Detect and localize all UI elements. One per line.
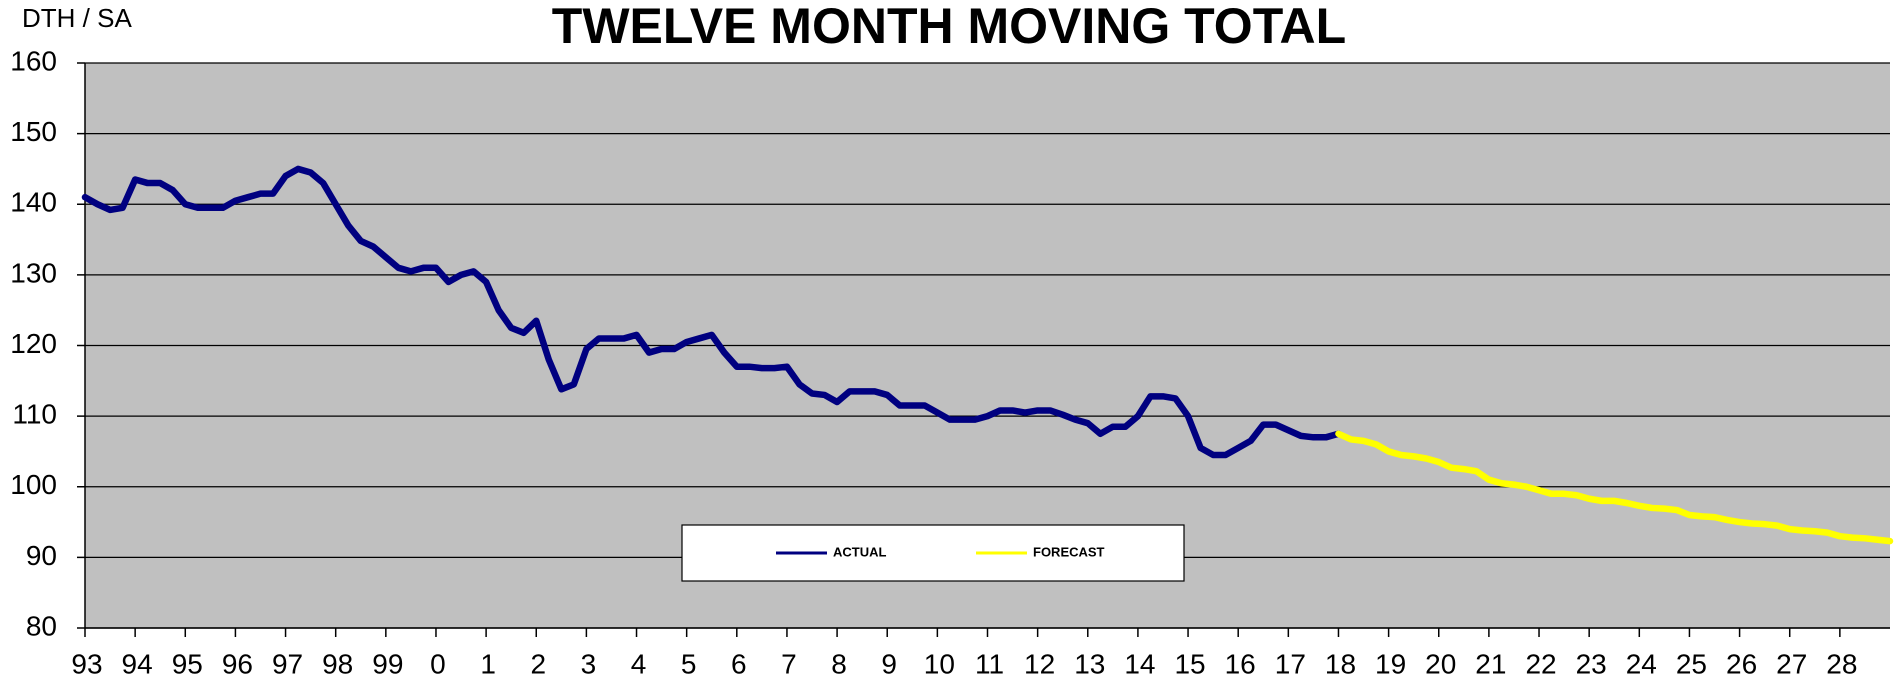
x-tick-label: 19 (1375, 648, 1406, 679)
x-tick-label: 25 (1676, 648, 1707, 679)
x-tick-label: 93 (71, 648, 102, 679)
x-tick-label: 8 (831, 648, 847, 679)
x-tick-label: 22 (1525, 648, 1556, 679)
legend-box (681, 524, 1185, 582)
chart-title: TWELVE MONTH MOVING TOTAL (552, 0, 1346, 54)
y-tick-label: 140 (10, 187, 57, 218)
y-tick-label: 110 (12, 399, 57, 430)
x-tick-label: 7 (781, 648, 797, 679)
x-tick-label: 26 (1726, 648, 1757, 679)
x-tick-label: 4 (631, 648, 647, 679)
x-tick-label: 3 (581, 648, 597, 679)
x-tick-label: 12 (1024, 648, 1055, 679)
x-tick-label: 14 (1124, 648, 1155, 679)
x-tick-label: 13 (1074, 648, 1105, 679)
x-tick-label: 20 (1425, 648, 1456, 679)
x-tick-label: 96 (222, 648, 253, 679)
y-tick-label: 160 (10, 45, 57, 76)
line-series (81, 165, 1342, 459)
x-tick-label: 94 (122, 648, 153, 679)
x-tick-label: 24 (1626, 648, 1657, 679)
x-tick-label: 18 (1325, 648, 1356, 679)
line-series (1335, 430, 1894, 545)
y-tick-label: 130 (10, 257, 57, 288)
y-tick-label: 150 (10, 116, 57, 147)
x-tick-label: 6 (731, 648, 747, 679)
x-tick-label: 2 (530, 648, 546, 679)
y-axis-label: DTH / SA (22, 3, 132, 33)
x-tick-label: 17 (1275, 648, 1306, 679)
x-tick-label: 16 (1225, 648, 1256, 679)
x-tick-label: 10 (924, 648, 955, 679)
x-tick-label: 23 (1576, 648, 1607, 679)
x-tick-label: 27 (1776, 648, 1807, 679)
x-tick-label: 99 (372, 648, 403, 679)
x-tick-label: 21 (1475, 648, 1506, 679)
x-tick-label: 95 (172, 648, 203, 679)
x-tick-label: 0 (430, 648, 446, 679)
x-tick-label: 9 (881, 648, 897, 679)
y-tick-label: 120 (10, 328, 57, 359)
legend-label: ACTUAL (833, 544, 886, 559)
x-tick-label: 28 (1826, 648, 1857, 679)
y-tick-label: 90 (26, 540, 57, 571)
y-tick-label: 80 (26, 610, 57, 641)
x-tick-label: 97 (272, 648, 303, 679)
x-tick-label: 5 (681, 648, 697, 679)
x-tick-label: 11 (975, 648, 1004, 679)
x-tick-label: 1 (480, 648, 496, 679)
legend-label: FORECAST (1033, 544, 1105, 559)
y-tick-label: 100 (10, 469, 57, 500)
x-tick-label: 15 (1174, 648, 1205, 679)
x-tick-label: 98 (322, 648, 353, 679)
